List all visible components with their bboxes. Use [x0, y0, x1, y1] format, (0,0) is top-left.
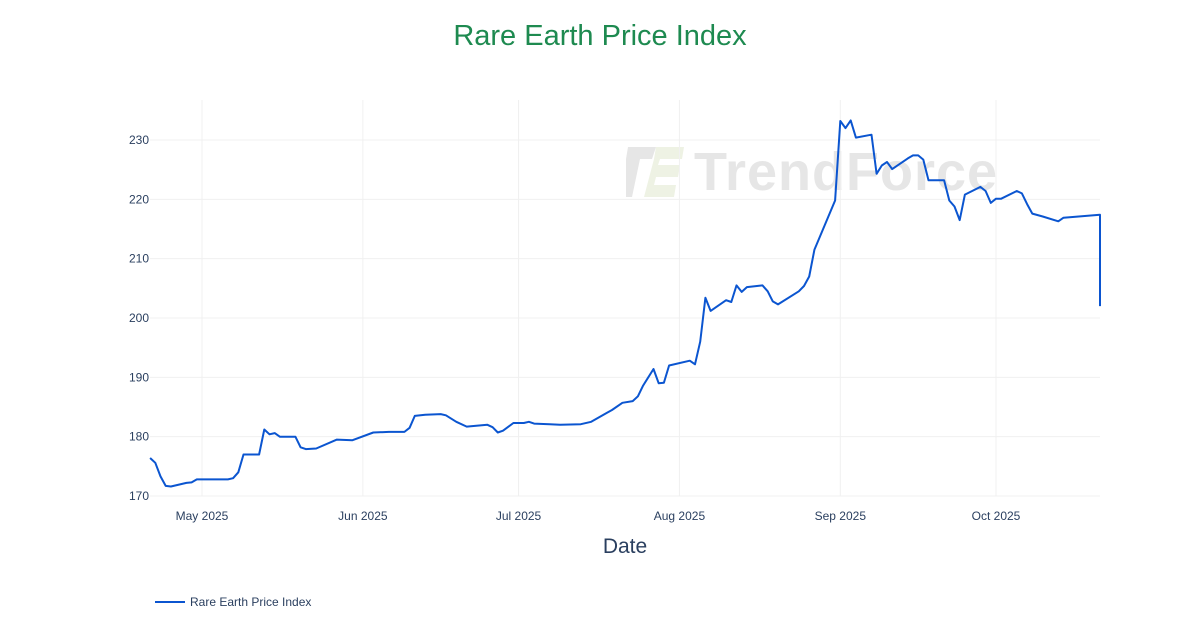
- x-axis-ticks: May 2025 Jun 2025 Jul 2025 Aug 2025 Sep 2025…: [176, 509, 1021, 523]
- x-tick-label: Oct 2025: [972, 509, 1021, 523]
- gridlines: [150, 100, 1100, 497]
- x-axis-title: Date: [603, 535, 647, 558]
- chart-title: Rare Earth Price Index: [453, 20, 747, 52]
- y-tick-label: 220: [129, 192, 149, 206]
- y-axis-ticks: 170 180 190 200 210 220 230: [129, 133, 149, 503]
- y-tick-label: 170: [129, 489, 149, 503]
- y-tick-label: 180: [129, 430, 149, 444]
- x-tick-label: Jun 2025: [338, 509, 388, 523]
- y-tick-label: 200: [129, 311, 149, 325]
- y-tick-label: 210: [129, 252, 149, 266]
- x-tick-label: Aug 2025: [654, 509, 706, 523]
- legend[interactable]: Rare Earth Price Index: [155, 595, 311, 609]
- x-tick-label: Jul 2025: [496, 509, 542, 523]
- x-tick-label: Sep 2025: [815, 509, 867, 523]
- price-index-line: [149, 119, 1101, 488]
- legend-label: Rare Earth Price Index: [190, 595, 312, 609]
- y-tick-label: 230: [129, 133, 149, 147]
- x-tick-label: May 2025: [176, 509, 229, 523]
- legend-line-swatch: [155, 601, 185, 603]
- y-tick-label: 190: [129, 370, 149, 384]
